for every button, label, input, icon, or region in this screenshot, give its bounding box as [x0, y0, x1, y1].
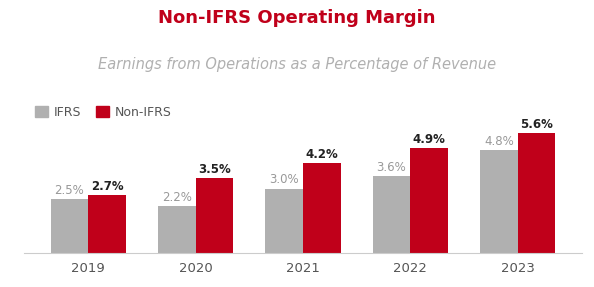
- Text: 2.2%: 2.2%: [162, 191, 192, 203]
- Text: 2.5%: 2.5%: [55, 184, 84, 197]
- Text: Non-IFRS Operating Margin: Non-IFRS Operating Margin: [158, 9, 436, 27]
- Text: Earnings from Operations as a Percentage of Revenue: Earnings from Operations as a Percentage…: [98, 57, 496, 72]
- Bar: [410, 148, 448, 253]
- Text: 4.8%: 4.8%: [484, 135, 514, 148]
- Text: 4.9%: 4.9%: [413, 133, 446, 146]
- Text: 2.7%: 2.7%: [91, 180, 124, 193]
- Legend: IFRS, Non-IFRS: IFRS, Non-IFRS: [30, 101, 177, 124]
- Text: 5.6%: 5.6%: [520, 118, 553, 131]
- Text: 3.0%: 3.0%: [269, 173, 299, 187]
- Bar: [373, 176, 410, 253]
- Text: 3.6%: 3.6%: [377, 161, 406, 174]
- Bar: [158, 206, 195, 253]
- Bar: [480, 150, 518, 253]
- Text: 3.5%: 3.5%: [198, 163, 230, 176]
- Bar: [195, 178, 233, 253]
- Bar: [518, 133, 555, 253]
- Bar: [88, 195, 126, 253]
- Bar: [303, 163, 340, 253]
- Bar: [50, 199, 88, 253]
- Bar: [266, 189, 303, 253]
- Text: 4.2%: 4.2%: [305, 148, 338, 161]
